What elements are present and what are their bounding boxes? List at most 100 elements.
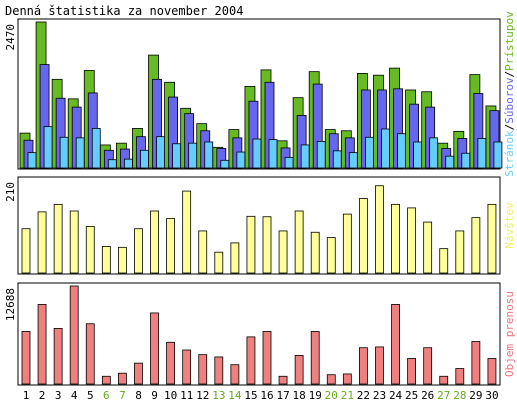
legend-item-1-1: Stránok: [503, 130, 516, 177]
bar-navstev-day-26: [423, 221, 433, 274]
bar-navstev-day-2: [37, 211, 47, 274]
bar-navstev-day-22: [358, 198, 368, 274]
panel-frame-3: [17, 282, 501, 386]
bar-navstev-day-10: [166, 218, 176, 274]
bar-strnok-day-15: [252, 138, 262, 169]
bar-navstev-day-28: [455, 230, 465, 274]
bar-strnok-day-7: [124, 158, 133, 169]
x-tick-label-day-30: 30: [485, 389, 498, 402]
legend-item-3-1: Objem prenosu: [503, 291, 516, 377]
x-tick-label-day-29: 29: [469, 389, 482, 402]
bar-strnok-day-13: [220, 159, 230, 169]
bar-navstev-day-29: [471, 217, 481, 274]
bar-navstev-day-7: [118, 246, 127, 274]
legend-3: Objem prenosu: [503, 291, 516, 377]
bar-strnok-day-8: [140, 149, 149, 169]
x-tick-label-day-19: 19: [309, 389, 322, 402]
legend-item-1-3: Súborov: [503, 77, 516, 124]
bar-strnok-day-24: [397, 133, 406, 169]
bar-objem-day-8: [134, 362, 143, 385]
y-max-label-3: 12688: [4, 288, 17, 321]
bar-objem-day-21: [342, 373, 352, 385]
bar-objem-day-9: [150, 312, 159, 385]
bar-strnok-day-26: [429, 137, 439, 169]
x-tick-label-day-26: 26: [421, 389, 434, 402]
bar-strnok-day-14: [236, 151, 246, 169]
bar-strnok-day-1: [27, 152, 37, 169]
x-tick-label-day-11: 11: [180, 389, 193, 402]
x-tick-label-day-12: 12: [196, 389, 209, 402]
bar-objem-day-5: [85, 323, 95, 385]
legend-item-2-1: Návštev: [503, 202, 516, 249]
bar-navstev-day-11: [182, 190, 192, 274]
bar-navstev-day-9: [150, 210, 159, 274]
bar-objem-day-24: [391, 304, 400, 385]
bar-objem-day-12: [198, 354, 208, 385]
bar-objem-day-15: [246, 336, 256, 385]
x-tick-label-day-3: 3: [55, 389, 62, 402]
bar-objem-day-27: [439, 375, 449, 385]
bar-navstev-day-27: [439, 248, 449, 274]
bar-objem-day-20: [326, 374, 336, 385]
bar-objem-day-19: [310, 331, 320, 385]
bar-strnok-day-20: [332, 150, 342, 169]
bar-objem-day-25: [407, 358, 417, 385]
bar-strnok-day-16: [268, 139, 278, 169]
bar-navstev-day-15: [246, 215, 256, 274]
x-tick-label-day-4: 4: [71, 389, 78, 402]
x-tick-label-day-23: 23: [373, 389, 386, 402]
bar-strnok-day-25: [413, 141, 423, 169]
y-max-label-2: 210: [4, 182, 17, 202]
bar-strnok-day-6: [107, 159, 117, 169]
bar-navstev-day-21: [342, 213, 352, 274]
x-tick-label-day-7: 7: [119, 389, 126, 402]
bar-navstev-day-12: [198, 230, 208, 274]
bar-objem-day-3: [53, 327, 63, 385]
bar-objem-day-29: [471, 341, 481, 385]
legend-1: Stránok/Súborov/Prístupov: [503, 11, 516, 177]
bar-strnok-day-11: [188, 142, 198, 169]
bar-objem-day-11: [182, 349, 192, 385]
bar-strnok-day-10: [172, 143, 182, 169]
x-tick-label-day-25: 25: [405, 389, 418, 402]
x-tick-label-day-17: 17: [276, 389, 289, 402]
bar-objem-day-28: [455, 368, 465, 385]
x-tick-label-day-14: 14: [228, 389, 242, 402]
x-tick-label-day-18: 18: [293, 389, 306, 402]
bar-strnok-day-3: [59, 136, 69, 169]
bar-objem-day-13: [214, 356, 224, 385]
legend-item-1-4: /: [503, 71, 516, 78]
bar-objem-day-7: [118, 372, 127, 385]
bar-navstev-day-20: [326, 237, 336, 274]
x-tick-label-day-8: 8: [135, 389, 142, 402]
bar-objem-day-18: [294, 355, 304, 385]
bar-objem-day-4: [69, 285, 79, 385]
x-tick-label-day-10: 10: [164, 389, 177, 402]
panel-frame-1: [17, 18, 501, 170]
bar-strnok-day-19: [316, 141, 326, 169]
bar-navstev-day-3: [53, 203, 63, 274]
bar-navstev-day-5: [85, 226, 95, 274]
bar-navstev-day-17: [278, 230, 288, 274]
bar-navstev-day-30: [487, 203, 497, 274]
bar-strnok-day-28: [461, 152, 471, 169]
panel-frame-2: [17, 176, 501, 275]
bar-navstev-day-16: [262, 216, 272, 274]
bar-navstev-day-1: [21, 228, 31, 274]
legend-2: Návštev: [503, 202, 516, 249]
x-tick-label-day-2: 2: [39, 389, 46, 402]
x-tick-label-day-21: 21: [341, 389, 354, 402]
x-tick-label-day-28: 28: [453, 389, 466, 402]
bar-navstev-day-19: [310, 231, 320, 274]
bar-objem-day-22: [358, 347, 368, 385]
x-tick-label-day-5: 5: [87, 389, 94, 402]
bar-navstev-day-23: [375, 185, 384, 274]
x-tick-label-day-9: 9: [151, 389, 158, 402]
bar-objem-day-2: [37, 304, 47, 385]
bar-strnok-day-5: [91, 127, 101, 169]
x-tick-label-day-27: 27: [437, 389, 450, 402]
bar-strnok-day-27: [445, 155, 455, 169]
bar-strnok-day-4: [75, 137, 85, 169]
